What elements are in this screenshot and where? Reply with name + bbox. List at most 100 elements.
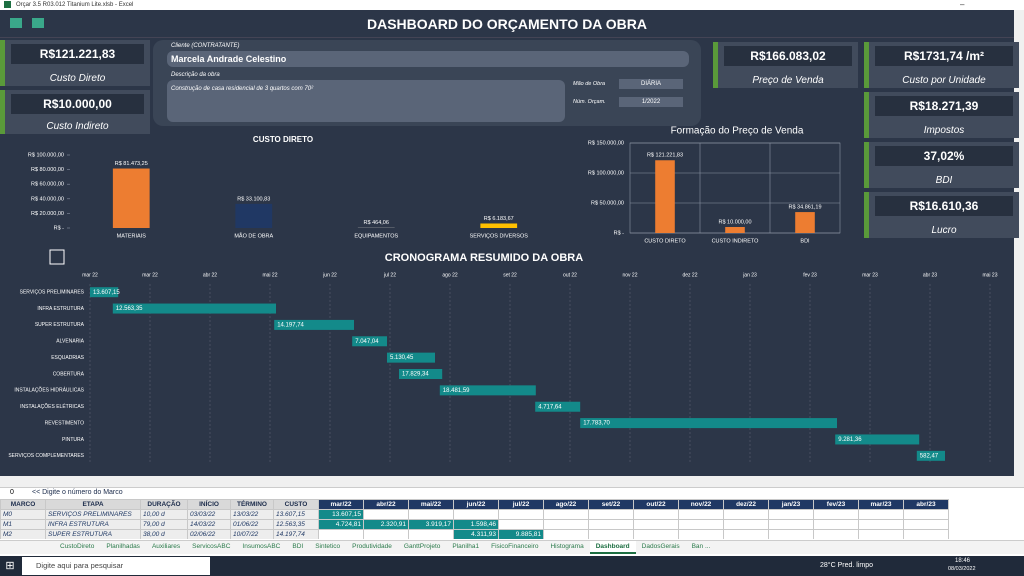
- cell[interactable]: [408, 509, 454, 520]
- cell[interactable]: 13.607,15: [273, 509, 319, 520]
- sheet-tab[interactable]: Histograma: [550, 543, 584, 550]
- sheet-tab[interactable]: FisicoFinanceiro: [491, 543, 539, 550]
- cell[interactable]: [453, 509, 499, 520]
- cell[interactable]: INFRA ESTRUTURA: [45, 519, 141, 530]
- cell[interactable]: SUPER ESTRUTURA: [45, 529, 141, 539]
- header-cell[interactable]: jun/22: [453, 499, 499, 510]
- cell[interactable]: 12.563,35: [273, 519, 319, 530]
- sheet-tab[interactable]: Planilha1: [452, 543, 480, 550]
- cell[interactable]: [723, 509, 769, 520]
- cell[interactable]: 4.311,93: [453, 529, 499, 539]
- cell[interactable]: [813, 529, 859, 539]
- header-cell[interactable]: MARCO: [0, 499, 46, 510]
- cell[interactable]: [858, 509, 904, 520]
- cell[interactable]: [813, 519, 859, 530]
- cell[interactable]: [363, 509, 409, 520]
- cell[interactable]: [678, 529, 724, 539]
- cell[interactable]: [318, 529, 364, 539]
- clock[interactable]: 18:46: [955, 558, 971, 564]
- icon[interactable]: [32, 18, 44, 28]
- sheet-tab[interactable]: Sintetico: [315, 543, 341, 550]
- header-cell[interactable]: abr/22: [363, 499, 409, 510]
- cell[interactable]: [768, 509, 814, 520]
- header-cell[interactable]: fev/23: [813, 499, 859, 510]
- sheet-tab[interactable]: ServicosABC: [192, 543, 231, 550]
- header-cell[interactable]: mai/22: [408, 499, 454, 510]
- cell[interactable]: M0: [0, 509, 46, 520]
- cell[interactable]: 03/03/22: [187, 509, 231, 520]
- cell[interactable]: [633, 519, 679, 530]
- cell[interactable]: 14/03/22: [187, 519, 231, 530]
- cell[interactable]: 01/06/22: [230, 519, 274, 530]
- h-scrollbar[interactable]: [0, 476, 1024, 488]
- cell[interactable]: [408, 529, 454, 539]
- sheet-tab[interactable]: Ban ...: [691, 543, 711, 550]
- cell[interactable]: [498, 519, 544, 530]
- input-cell[interactable]: 0: [10, 489, 14, 496]
- cell[interactable]: [678, 519, 724, 530]
- scrollbar[interactable]: [1014, 10, 1024, 476]
- sheet-tab[interactable]: Auxiliares: [151, 543, 181, 550]
- search-box[interactable]: Digite aqui para pesquisar: [22, 557, 210, 575]
- cell[interactable]: 4.724,81: [318, 519, 364, 530]
- cell[interactable]: 13.607,15: [318, 509, 364, 520]
- header-cell[interactable]: abr/23: [903, 499, 949, 510]
- cell[interactable]: [588, 519, 634, 530]
- header-cell[interactable]: CUSTO: [273, 499, 319, 510]
- weather[interactable]: 28°C Pred. limpo: [820, 562, 873, 569]
- sheet-tab[interactable]: InsumosABC: [242, 543, 281, 550]
- cell[interactable]: 02/06/22: [187, 529, 231, 539]
- cell[interactable]: [768, 529, 814, 539]
- cell[interactable]: [543, 519, 589, 530]
- sheet-tab[interactable]: DadosGerais: [641, 543, 680, 550]
- cell[interactable]: [858, 519, 904, 530]
- cell[interactable]: [588, 509, 634, 520]
- header-cell[interactable]: mar/22: [318, 499, 364, 510]
- header-cell[interactable]: ago/22: [543, 499, 589, 510]
- date[interactable]: 08/03/2022: [948, 566, 976, 572]
- header-cell[interactable]: INÍCIO: [187, 499, 231, 510]
- cell[interactable]: 14.197,74: [273, 529, 319, 539]
- cell[interactable]: 10,00 d: [140, 509, 188, 520]
- cell[interactable]: 13/03/22: [230, 509, 274, 520]
- cell[interactable]: [813, 509, 859, 520]
- cell[interactable]: [903, 519, 949, 530]
- cell[interactable]: M2: [0, 529, 46, 539]
- cell[interactable]: [768, 519, 814, 530]
- cell[interactable]: SERVIÇOS PRELIMINARES: [45, 509, 141, 520]
- header-cell[interactable]: TÉRMINO: [230, 499, 274, 510]
- cell[interactable]: [543, 509, 589, 520]
- header-cell[interactable]: out/22: [633, 499, 679, 510]
- cell[interactable]: 10/07/22: [230, 529, 274, 539]
- cell[interactable]: [723, 529, 769, 539]
- cell[interactable]: [543, 529, 589, 539]
- cell[interactable]: [633, 529, 679, 539]
- header-cell[interactable]: dez/22: [723, 499, 769, 510]
- cell[interactable]: 38,00 d: [140, 529, 188, 539]
- sheet-tab[interactable]: CustoDireto: [60, 543, 95, 550]
- cell[interactable]: [903, 509, 949, 520]
- header-cell[interactable]: set/22: [588, 499, 634, 510]
- sheet-tab[interactable]: Produtividade: [352, 543, 392, 550]
- cell[interactable]: [858, 529, 904, 539]
- header-cell[interactable]: DURAÇÃO: [140, 499, 188, 510]
- cell[interactable]: 2.320,91: [363, 519, 409, 530]
- cell[interactable]: [678, 509, 724, 520]
- cell[interactable]: 9.885,81: [498, 529, 544, 539]
- header-cell[interactable]: ETAPA: [45, 499, 141, 510]
- sheet-tab[interactable]: Planilhadas: [106, 543, 140, 550]
- icon[interactable]: [10, 18, 22, 28]
- header-cell[interactable]: jan/23: [768, 499, 814, 510]
- cell[interactable]: [633, 509, 679, 520]
- cell[interactable]: M1: [0, 519, 46, 530]
- cell[interactable]: [363, 529, 409, 539]
- header-cell[interactable]: mar/23: [858, 499, 904, 510]
- sheet-tab[interactable]: Dashboard: [589, 541, 636, 554]
- cell[interactable]: 1.598,46: [453, 519, 499, 530]
- cell[interactable]: 3.919,17: [408, 519, 454, 530]
- cell[interactable]: [588, 529, 634, 539]
- cell[interactable]: [723, 519, 769, 530]
- header-cell[interactable]: nov/22: [678, 499, 724, 510]
- cell[interactable]: [903, 529, 949, 539]
- header-cell[interactable]: jul/22: [498, 499, 544, 510]
